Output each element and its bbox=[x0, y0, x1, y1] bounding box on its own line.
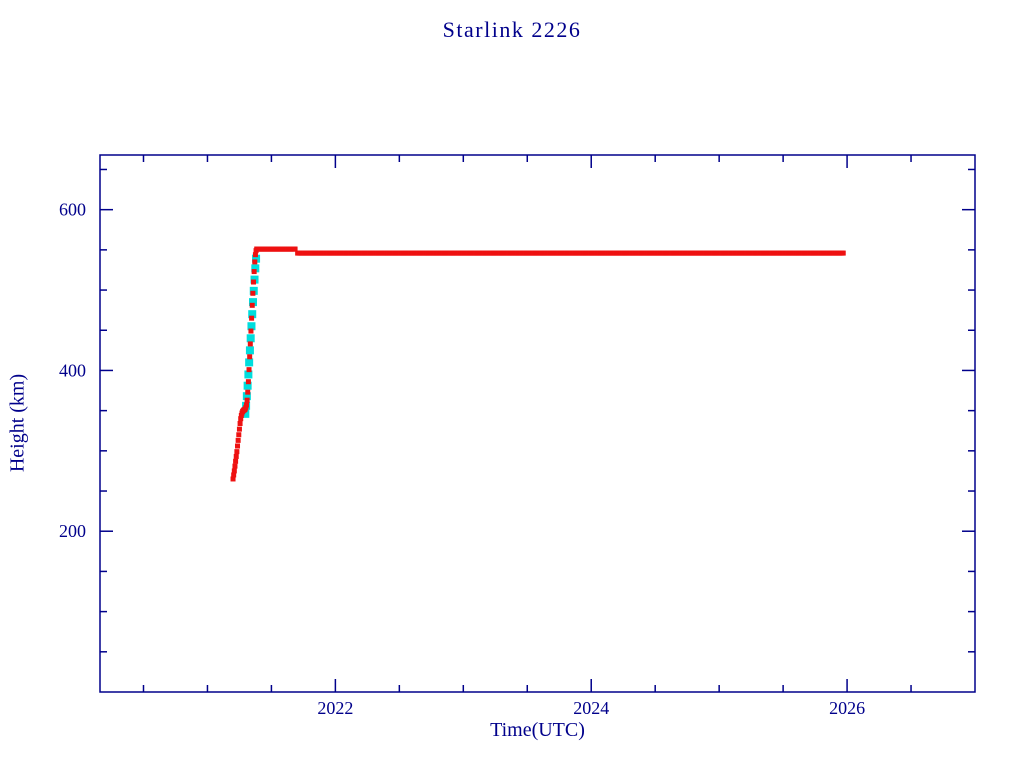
y-tick-label: 600 bbox=[59, 200, 86, 220]
chart-title: Starlink 2226 bbox=[442, 17, 582, 42]
plot-frame bbox=[99, 154, 976, 693]
y-tick-label: 200 bbox=[59, 521, 86, 541]
axis-ticks bbox=[100, 155, 975, 692]
x-tick-label: 2026 bbox=[829, 698, 865, 718]
tick-labels: 2022 2024 2026 200 400 600 bbox=[59, 200, 865, 718]
x-axis-label: Time(UTC) bbox=[490, 719, 585, 741]
x-tick-label: 2024 bbox=[573, 698, 609, 718]
series-height-history bbox=[230, 246, 846, 482]
series-ascent-overlay bbox=[241, 254, 261, 418]
x-tick-label: 2022 bbox=[317, 698, 353, 718]
y-tick-label: 400 bbox=[59, 360, 86, 380]
